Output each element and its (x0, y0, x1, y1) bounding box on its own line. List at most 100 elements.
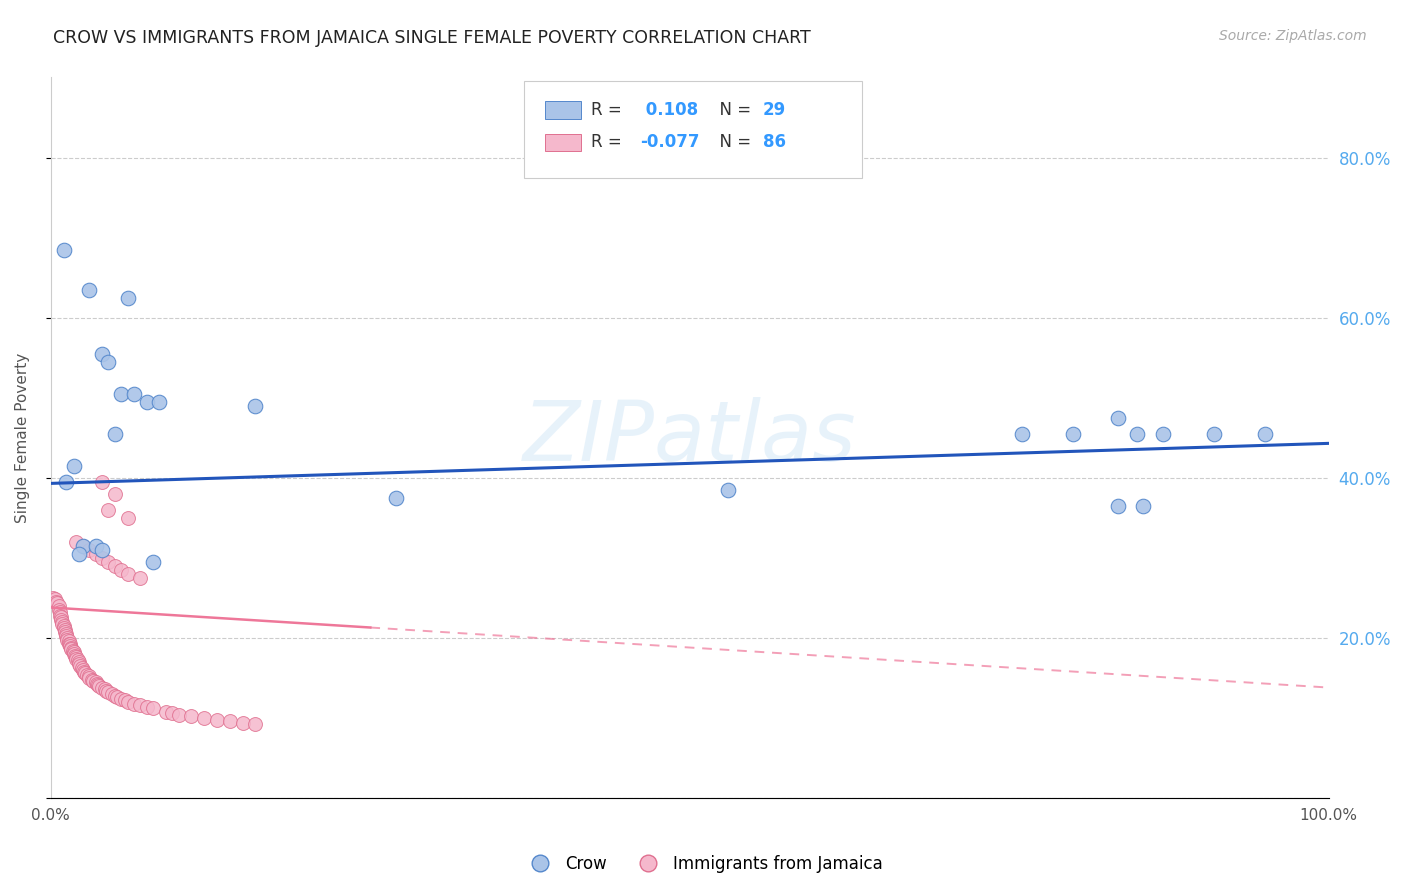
Point (91, 475, 114, 489)
Text: N =: N = (709, 101, 756, 119)
Point (77, 669, 100, 683)
Point (110, 563, 132, 577)
Point (155, 705, 177, 719)
Point (104, 487, 127, 501)
Point (49, 610, 72, 624)
Point (1107, 499, 1129, 513)
Point (46, 597, 69, 611)
Point (91, 542, 114, 557)
Point (385, 491, 408, 505)
Point (51, 615, 73, 629)
Point (180, 709, 202, 723)
Point (52, 621, 75, 635)
Point (135, 394, 157, 409)
Point (69, 659, 91, 673)
Point (87, 678, 110, 692)
Text: ZIPatlas: ZIPatlas (523, 397, 856, 478)
Point (1107, 410, 1129, 425)
Text: 0.108: 0.108 (640, 101, 699, 119)
Point (49, 605, 72, 619)
Point (59, 637, 82, 651)
Point (63, 647, 86, 661)
Point (63, 458, 86, 473)
Point (77, 671, 100, 685)
Point (91, 681, 114, 695)
Point (51, 616, 73, 631)
Point (162, 706, 184, 721)
Point (82, 674, 104, 689)
Point (80, 673, 103, 687)
Point (1202, 426, 1225, 441)
FancyBboxPatch shape (546, 101, 581, 119)
Point (49, 608, 72, 623)
Point (42, 591, 65, 605)
Point (76, 667, 98, 681)
Point (97, 685, 120, 699)
Point (89, 679, 111, 693)
Point (91, 347, 114, 361)
Point (84, 539, 107, 553)
Point (53, 623, 76, 637)
Point (218, 714, 240, 729)
Point (65, 650, 87, 665)
Point (70, 661, 93, 675)
Point (142, 555, 165, 569)
Point (205, 713, 228, 727)
Point (77, 283, 100, 297)
Y-axis label: Single Female Poverty: Single Female Poverty (15, 352, 30, 523)
Point (97, 555, 120, 569)
Point (73, 665, 96, 679)
Text: 86: 86 (762, 133, 786, 152)
Point (63, 645, 86, 659)
Point (72, 539, 94, 553)
Point (58, 634, 80, 648)
Point (63, 648, 86, 663)
Point (104, 689, 127, 703)
Point (48, 603, 70, 617)
Point (231, 715, 253, 730)
Point (101, 687, 124, 701)
Point (114, 693, 136, 707)
Point (67, 547, 90, 561)
Legend: Crow, Immigrants from Jamaica: Crow, Immigrants from Jamaica (516, 848, 890, 880)
Text: 29: 29 (762, 101, 786, 119)
Point (97, 503, 120, 517)
Text: N =: N = (709, 133, 756, 152)
Point (117, 291, 139, 305)
Point (135, 699, 157, 714)
Point (193, 711, 215, 725)
Point (104, 426, 127, 441)
Point (65, 534, 87, 549)
Point (72, 663, 94, 677)
Text: -0.077: -0.077 (640, 133, 699, 152)
Point (55, 627, 77, 641)
Point (117, 566, 139, 581)
Point (717, 483, 740, 497)
Point (97, 354, 120, 368)
Point (48, 599, 70, 613)
Point (245, 717, 267, 731)
FancyBboxPatch shape (523, 81, 862, 178)
Point (104, 558, 127, 573)
Text: R =: R = (592, 133, 627, 152)
Point (110, 691, 132, 706)
Point (117, 695, 139, 709)
Text: CROW VS IMMIGRANTS FROM JAMAICA SINGLE FEMALE POVERTY CORRELATION CHART: CROW VS IMMIGRANTS FROM JAMAICA SINGLE F… (53, 29, 811, 46)
Point (60, 642, 83, 657)
Point (72, 539, 94, 553)
Point (86, 676, 108, 690)
Point (129, 571, 152, 585)
Point (1011, 426, 1033, 441)
Point (55, 628, 77, 642)
Point (94, 683, 117, 698)
Text: Source: ZipAtlas.com: Source: ZipAtlas.com (1219, 29, 1367, 43)
Point (62, 644, 84, 658)
Point (167, 707, 190, 722)
Point (56, 631, 79, 645)
Point (59, 639, 82, 653)
Point (122, 697, 145, 711)
Point (67, 657, 90, 671)
Point (110, 386, 132, 401)
Point (105, 690, 128, 705)
Point (122, 386, 145, 401)
